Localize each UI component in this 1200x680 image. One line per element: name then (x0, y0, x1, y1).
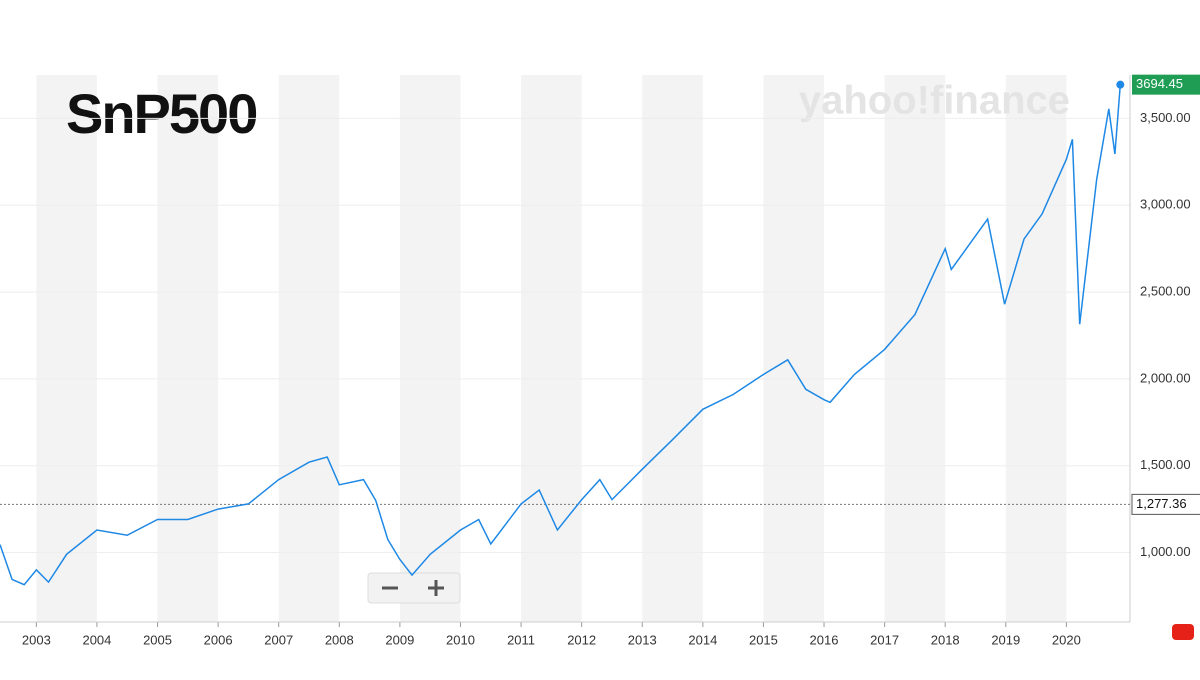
y-tick-label: 3,000.00 (1140, 197, 1191, 212)
x-tick-label: 2008 (325, 632, 354, 647)
x-tick-label: 2012 (567, 632, 596, 647)
x-tick-label: 2015 (749, 632, 778, 647)
youtube-logo[interactable] (1172, 624, 1194, 640)
year-band (278, 75, 340, 622)
zoom-box (367, 572, 461, 604)
y-tick-label: 2,000.00 (1140, 370, 1191, 385)
x-tick-label: 2006 (204, 632, 233, 647)
chart-title: SnP500 (66, 82, 256, 145)
year-band (763, 75, 825, 622)
y-tick-label: 1,500.00 (1140, 457, 1191, 472)
y-tick-label: 1,000.00 (1140, 544, 1191, 559)
x-tick-label: 2017 (870, 632, 899, 647)
year-band (884, 75, 946, 622)
year-band (36, 75, 97, 622)
last-label: 3694.45 (1136, 76, 1183, 91)
x-tick-label: 2018 (931, 632, 960, 647)
year-band (157, 75, 219, 622)
watermark: yahoo!finance (799, 79, 1070, 123)
x-tick-label: 2014 (688, 632, 717, 647)
x-tick-label: 2013 (628, 632, 657, 647)
last-label-box (1132, 74, 1200, 95)
zoom-controls (367, 572, 461, 604)
y-tick-label: 3,500.00 (1140, 110, 1191, 125)
y-tick-label: 2,500.00 (1140, 284, 1191, 299)
x-tick-label: 2003 (22, 632, 51, 647)
x-tick-label: 2016 (810, 632, 839, 647)
reference-label-box (1131, 493, 1200, 515)
x-tick-label: 2004 (82, 632, 111, 647)
price-line (0, 84, 1122, 586)
x-tick-label: 2019 (991, 632, 1020, 647)
year-band (399, 75, 461, 622)
x-tick-label: 2009 (385, 632, 414, 647)
year-band (521, 75, 582, 622)
x-tick-label: 2020 (1052, 632, 1081, 647)
x-tick-label: 2010 (446, 632, 475, 647)
x-tick-label: 2011 (507, 632, 535, 647)
x-tick-label: 2007 (264, 632, 293, 647)
last-point (1116, 80, 1125, 89)
reference-label: 1,277.36 (1136, 496, 1187, 511)
year-band (1005, 75, 1067, 622)
year-band (642, 75, 703, 622)
x-tick-label: 2005 (143, 632, 172, 647)
